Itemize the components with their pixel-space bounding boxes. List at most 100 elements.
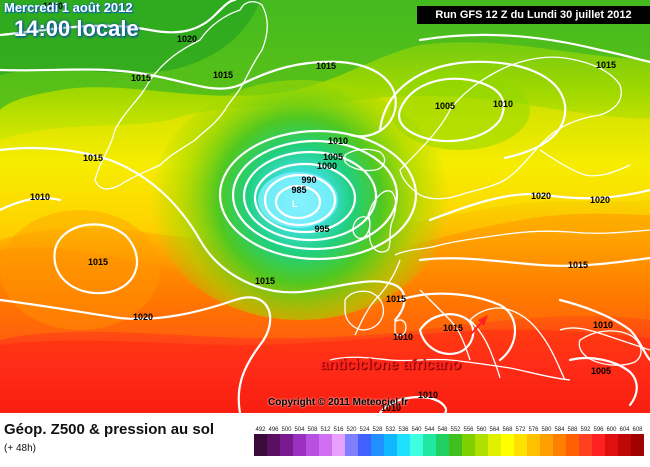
black-sea-coast bbox=[578, 330, 642, 366]
scale-color-swatch bbox=[384, 434, 397, 456]
ireland-coast bbox=[352, 216, 371, 239]
baltic-coast bbox=[539, 149, 631, 177]
cyan-core bbox=[258, 172, 338, 228]
scale-tick-label: 556 bbox=[463, 427, 474, 433]
scale-tick-label: 588 bbox=[567, 427, 578, 433]
scale-tick-label: 560 bbox=[476, 427, 487, 433]
greenland-coast bbox=[94, 1, 268, 190]
scale-color-swatch bbox=[332, 434, 345, 456]
scale-tick-label: 604 bbox=[619, 427, 630, 433]
low-center-marker: L bbox=[292, 199, 298, 209]
atlantic-high bbox=[0, 210, 160, 330]
scale-tick-label: 524 bbox=[359, 427, 370, 433]
scale-tick-label: 572 bbox=[515, 427, 526, 433]
isobar-label: 1010 bbox=[30, 192, 50, 202]
isobar-label: 1020 bbox=[590, 195, 610, 205]
isobar-1015-north bbox=[0, 60, 397, 138]
scale-tick-label: 500 bbox=[281, 427, 292, 433]
scale-color-swatch bbox=[540, 434, 553, 456]
scale-tick-label: 516 bbox=[333, 427, 344, 433]
isobar-label: 1015 bbox=[386, 294, 406, 304]
scale-tick-label: 536 bbox=[398, 427, 409, 433]
scale-tick-label: 568 bbox=[502, 427, 513, 433]
scale-tick-label: 548 bbox=[437, 427, 448, 433]
isobar-label: 1020 bbox=[43, 1, 63, 11]
isobar-1010-scandinavia bbox=[378, 60, 567, 160]
sardinia-coast bbox=[394, 319, 407, 337]
scale-color-swatch bbox=[410, 434, 423, 456]
scale-color-swatch bbox=[267, 434, 280, 456]
isobar-1010-west bbox=[0, 196, 62, 212]
isobar-label: 1020 bbox=[177, 34, 197, 44]
isobar-label: 1015 bbox=[88, 257, 108, 267]
scale-color-swatch bbox=[254, 434, 267, 456]
legend-footer: Géop. Z500 & pression au sol (+ 48h) 492… bbox=[0, 413, 650, 467]
isobar-label: 1015 bbox=[443, 323, 463, 333]
isobar-labels: 1020 1020 1015 1015 1015 1015 1005 1010 1010 1005… bbox=[30, 1, 616, 413]
isobar-1010-africa bbox=[378, 396, 448, 413]
color-scale: 492 496 500 504 508 512 516 520 524 528 532 536 540 5… bbox=[254, 427, 644, 456]
forecast-date: Mercredi 1 août 2012 bbox=[4, 0, 133, 15]
isobar-1010-med bbox=[418, 313, 475, 356]
scale-color-swatch bbox=[345, 434, 358, 456]
scale-tick-label: 504 bbox=[294, 427, 305, 433]
scale-color-swatch bbox=[293, 434, 306, 456]
scandinavia-low bbox=[390, 70, 530, 150]
deep-green-greenland bbox=[0, 0, 260, 75]
isobar-label: 1015 bbox=[255, 276, 275, 286]
isobar-1005-scandinavia bbox=[398, 77, 505, 143]
isobar-label: 1010 bbox=[393, 332, 413, 342]
isobar-label: 1020 bbox=[133, 312, 153, 322]
isobar-1015-atlantic bbox=[53, 223, 139, 295]
europe-coast bbox=[354, 229, 650, 381]
isobar-label: 1005 bbox=[591, 366, 611, 376]
scale-color-swatch bbox=[462, 434, 475, 456]
isobar-985 bbox=[274, 184, 322, 220]
isobar-1020-east bbox=[428, 188, 650, 222]
iberia-coast bbox=[344, 290, 385, 331]
anticyclone-annotation: anticiclone africano bbox=[320, 356, 461, 373]
scale-color-swatch bbox=[514, 434, 527, 456]
isobar-label: 1015 bbox=[213, 70, 233, 80]
isobar-1010 bbox=[218, 129, 418, 261]
isobars bbox=[0, 0, 650, 413]
scale-tick-label: 508 bbox=[307, 427, 318, 433]
isobar-label: 1010 bbox=[328, 136, 348, 146]
scale-tick-label: 596 bbox=[593, 427, 604, 433]
isobar-1015-ne bbox=[418, 33, 650, 64]
chart-title: Géop. Z500 & pression au sol bbox=[4, 421, 215, 438]
isobar-label: 985 bbox=[291, 185, 306, 195]
scale-tick-label: 540 bbox=[411, 427, 422, 433]
scale-color-swatch bbox=[566, 434, 579, 456]
copyright-text: Copyright © 2011 Meteociel.fr bbox=[268, 397, 409, 408]
scale-color-swatch bbox=[501, 434, 514, 456]
scale-color-swatch bbox=[280, 434, 293, 456]
scale-color-swatch bbox=[436, 434, 449, 456]
scale-color-swatch bbox=[618, 434, 631, 456]
isobar-label: 1015 bbox=[83, 153, 103, 163]
isobar-label: 990 bbox=[301, 175, 316, 185]
scale-color-swatch bbox=[423, 434, 436, 456]
isobar-label: 1010 bbox=[593, 320, 613, 330]
isobar-label: 1005 bbox=[323, 152, 343, 162]
scale-tick-label: 584 bbox=[554, 427, 565, 433]
scale-tick-label: 564 bbox=[489, 427, 500, 433]
isobar-990 bbox=[263, 173, 337, 227]
scale-color-swatch bbox=[475, 434, 488, 456]
annotation-arrow bbox=[469, 315, 488, 336]
scandinavia-coast bbox=[399, 56, 622, 200]
scale-tick-label: 520 bbox=[346, 427, 357, 433]
scale-color-swatch bbox=[579, 434, 592, 456]
scale-tick-label: 600 bbox=[606, 427, 617, 433]
scale-color-swatch bbox=[631, 434, 644, 456]
scale-tick-label: 576 bbox=[528, 427, 539, 433]
red-band-south bbox=[0, 329, 650, 413]
isobar-1015-east bbox=[418, 256, 650, 267]
forecast-lead-time: (+ 48h) bbox=[4, 443, 36, 454]
scale-color-swatch bbox=[553, 434, 566, 456]
scale-tick-label: 608 bbox=[632, 427, 643, 433]
scale-tick-label: 552 bbox=[450, 427, 461, 433]
isobar-995 bbox=[253, 162, 357, 234]
isobar-1015-main bbox=[0, 146, 406, 322]
isobar-1015-med bbox=[398, 292, 516, 362]
